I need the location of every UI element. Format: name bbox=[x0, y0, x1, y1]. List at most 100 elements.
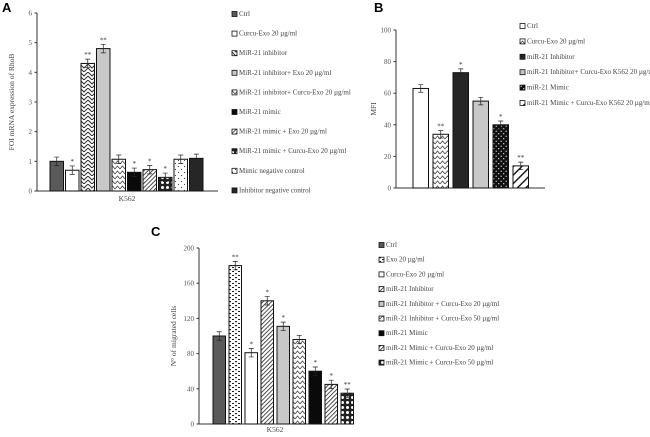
legend-swatch bbox=[231, 50, 238, 57]
chart-panel-a: A 0 1 2 3 4 5 6 FOI mRNA expression of RhoB K562 C… bbox=[2, 0, 351, 203]
bar bbox=[212, 335, 226, 425]
bar bbox=[452, 72, 469, 189]
legend-entry: miR-21 Mimic + Curcu-Exo K562 20 µg/ml bbox=[527, 99, 650, 107]
legend-entry: MiR-21 mimic bbox=[239, 108, 281, 116]
legend-entry: MiR-21 inhibitor bbox=[239, 49, 288, 57]
y-axis-label: MFI bbox=[369, 102, 378, 116]
legend-entry: miR-21 Inhibitor + Curcu-Exo 20 µg/ml bbox=[386, 300, 499, 308]
legend-entry: Curcu-Exo 20 µg/ml bbox=[386, 270, 444, 278]
y-tick-label: 60 bbox=[384, 90, 392, 98]
legend-swatch bbox=[231, 109, 238, 115]
legend-entry: miR-21 Mimic bbox=[527, 84, 569, 92]
error-bar bbox=[438, 130, 444, 139]
legend-swatch bbox=[231, 167, 238, 174]
legend-entry: Curcu-Exo 20 µg/ml bbox=[527, 37, 585, 45]
legend-swatch bbox=[378, 330, 385, 337]
legend-swatch bbox=[519, 53, 526, 60]
significance-mark: * bbox=[499, 113, 503, 121]
error-bar bbox=[518, 161, 524, 171]
y-tick-label: 0 bbox=[191, 421, 195, 429]
legend-swatch bbox=[519, 100, 526, 106]
y-tick-label: 120 bbox=[184, 315, 195, 323]
y-axis-label: N° of migrated cells bbox=[169, 306, 178, 367]
bar bbox=[189, 157, 204, 192]
significance-mark: * bbox=[71, 158, 75, 166]
significance-mark: * bbox=[133, 160, 137, 168]
legend-swatch bbox=[378, 242, 385, 248]
y-tick-label: 3 bbox=[29, 99, 33, 107]
legend-swatch bbox=[378, 271, 385, 278]
bar bbox=[244, 352, 258, 425]
error-bar bbox=[193, 153, 199, 163]
legend-entry: miR-21 Mimic + Curcu-Exo 20 µg/ml bbox=[386, 344, 493, 352]
y-axis-label: FOI mRNA expression of RhoB bbox=[7, 54, 16, 151]
error-bar bbox=[328, 379, 334, 389]
legend-entry: miR-21 Mimic + Curcu-Exo 50 µg/ml bbox=[386, 359, 493, 367]
y-tick-label: 4 bbox=[29, 69, 33, 77]
error-bar bbox=[296, 334, 302, 345]
panel-label: C bbox=[151, 224, 161, 239]
bar bbox=[412, 87, 429, 189]
error-bar bbox=[85, 58, 91, 69]
bar bbox=[472, 100, 489, 189]
error-bar bbox=[116, 154, 122, 164]
error-bar bbox=[498, 120, 504, 129]
bar bbox=[492, 124, 509, 189]
significance-mark: * bbox=[282, 314, 286, 322]
legend-swatch bbox=[231, 11, 238, 17]
legend-entry: MiR-21 inhibitor+ Exo 20 µg/ml bbox=[239, 69, 331, 77]
legend-entry: MiR-21 mimic + Exo 20 µg/ml bbox=[239, 128, 327, 136]
significance-mark: ** bbox=[437, 122, 445, 130]
legend-entry: miR-21 Inhibitor + Curcu-Exo 50 µg/ml bbox=[386, 315, 499, 323]
panel-label: A bbox=[2, 0, 12, 15]
significance-mark: * bbox=[314, 359, 318, 367]
legend-swatch bbox=[231, 89, 238, 96]
bar bbox=[80, 62, 95, 192]
x-axis-label: K562 bbox=[267, 425, 284, 434]
y-tick-label: 0 bbox=[29, 188, 33, 196]
legend-swatch bbox=[519, 23, 526, 29]
bar bbox=[260, 300, 274, 425]
chart-panel-c: C 0 40 80 120 160 200 N° of migrated cells K562 C… bbox=[151, 224, 499, 434]
y-tick-label: 5 bbox=[29, 39, 33, 47]
y-tick-label: 80 bbox=[384, 58, 392, 66]
legend-entry: miR-21 Inhibitor+ Curcu-Exo K562 20 µg/m… bbox=[527, 68, 650, 76]
significance-mark: ** bbox=[232, 253, 240, 261]
error-bar bbox=[232, 261, 238, 271]
bar bbox=[340, 392, 354, 425]
error-bar bbox=[69, 165, 75, 175]
legend-entry: Ctrl bbox=[386, 241, 397, 249]
panel-label: B bbox=[374, 0, 383, 15]
error-bar bbox=[478, 96, 484, 106]
significance-mark: * bbox=[164, 165, 168, 173]
significance-mark: * bbox=[148, 157, 152, 165]
legend-swatch bbox=[519, 38, 526, 45]
error-bar bbox=[344, 388, 350, 398]
y-tick-label: 20 bbox=[384, 153, 392, 161]
error-bar bbox=[131, 167, 137, 177]
y-tick-label: 40 bbox=[384, 121, 392, 129]
y-tick-label: 80 bbox=[187, 350, 195, 358]
legend-entry: miR-21 Mimic bbox=[386, 329, 428, 337]
error-bar bbox=[162, 172, 168, 182]
legend-entry: miR-21 Inhibitor bbox=[527, 53, 575, 61]
legend-swatch bbox=[231, 30, 238, 37]
significance-mark: ** bbox=[100, 36, 108, 44]
legend-entry: Ctrl bbox=[239, 10, 250, 18]
x-axis-label: K562 bbox=[119, 194, 136, 203]
error-bar bbox=[264, 296, 270, 306]
y-tick-label: 0 bbox=[388, 185, 392, 193]
significance-mark: * bbox=[459, 61, 463, 69]
error-bar bbox=[248, 348, 254, 358]
y-tick-label: 6 bbox=[29, 10, 33, 18]
legend-entry: MiR-21 mimic + Curcu-Exo 20 µg/ml bbox=[239, 147, 346, 155]
legend-swatch bbox=[378, 300, 385, 307]
y-tick-label: 40 bbox=[187, 385, 195, 393]
error-bar bbox=[312, 366, 318, 376]
y-tick-label: 2 bbox=[29, 128, 33, 136]
legend-swatch bbox=[519, 69, 526, 76]
y-tick-label: 1 bbox=[29, 158, 33, 166]
error-bar bbox=[147, 165, 153, 175]
error-bar bbox=[458, 68, 464, 77]
